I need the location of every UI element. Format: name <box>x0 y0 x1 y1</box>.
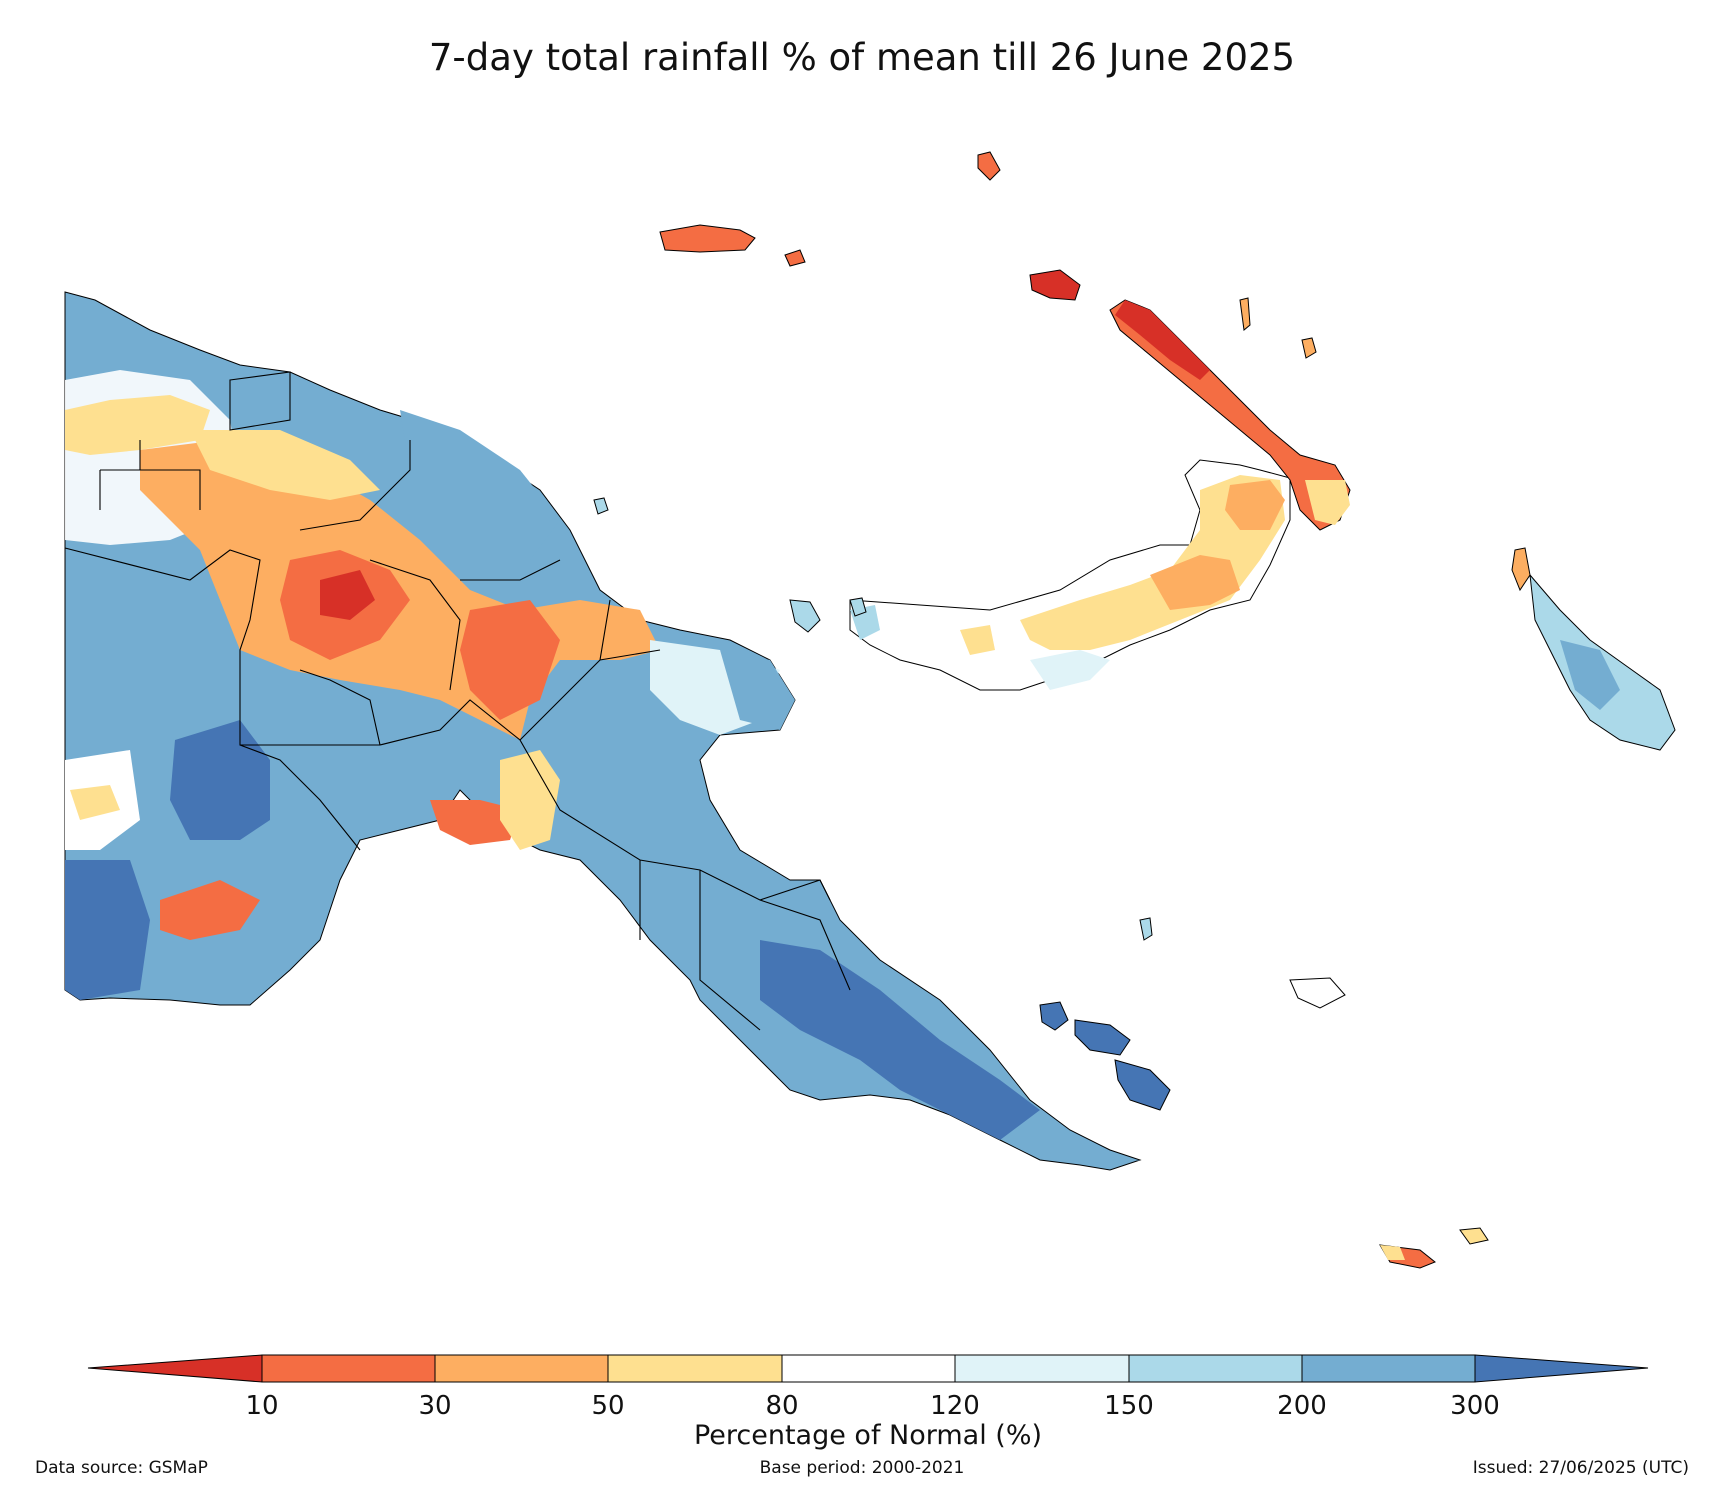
colorbar-tick-120: 120 <box>930 1391 980 1421</box>
gulf-red <box>430 800 520 845</box>
umboi <box>849 597 867 617</box>
new-ireland <box>659 151 1351 531</box>
bougainville-blue <box>1560 640 1620 710</box>
new-britain-yellow <box>1020 475 1285 650</box>
bougainville <box>1511 547 1676 751</box>
new-britain-orange <box>1150 555 1240 610</box>
new-ireland-red <box>1115 300 1210 380</box>
mainland <box>64 291 1142 1171</box>
colorbar-tick-300: 300 <box>1450 1391 1500 1421</box>
island-north-1 <box>977 151 1001 181</box>
new-britain-south-white <box>1030 650 1110 690</box>
mainland-west-yellow <box>65 395 210 455</box>
colorbar-segment-150-200 <box>1128 1354 1303 1383</box>
highlands-core <box>320 570 375 620</box>
new-ireland-yellow <box>1305 480 1350 525</box>
south-blue-core <box>170 720 270 840</box>
colorbar-segment-120-150 <box>954 1354 1130 1383</box>
manus-east <box>784 249 806 267</box>
colorbar-tick-30: 30 <box>418 1391 451 1421</box>
rossel-yellow <box>1380 1245 1405 1260</box>
east-tail-blue <box>760 940 1040 1140</box>
colorbar-tick-80: 80 <box>765 1391 798 1421</box>
lihir <box>1301 337 1317 359</box>
long-island <box>789 599 821 633</box>
new-britain-yellow-patch <box>960 625 995 655</box>
data-source: Data source: GSMaP <box>35 1458 208 1478</box>
normanby <box>1114 1059 1171 1111</box>
north-coast-blue <box>400 410 560 560</box>
map-title: 7-day total rainfall % of mean till 26 J… <box>428 36 1296 79</box>
new-britain-base <box>849 459 1291 691</box>
goodenough <box>1039 1001 1069 1031</box>
province-border <box>64 371 851 1031</box>
colorbar: 10 30 50 80 120 150 200 300 Percentage o… <box>87 1354 1649 1451</box>
colorbar-tick-200: 200 <box>1277 1391 1327 1421</box>
woodlark <box>1289 977 1346 1009</box>
highlands-north-yellow <box>190 430 380 500</box>
colorbar-segment-10-30 <box>261 1354 436 1383</box>
colorbar-extend-high <box>1474 1354 1649 1383</box>
colorbar-segment-80-120 <box>781 1354 956 1383</box>
colorbar-tick-10: 10 <box>245 1391 278 1421</box>
trobriand <box>1139 917 1153 941</box>
southwest-blue <box>65 860 150 1000</box>
new-hanover <box>1029 269 1081 301</box>
fly-delta-orange <box>160 880 260 940</box>
base-period: Base period: 2000-2021 <box>759 1458 965 1478</box>
gulf-yellow <box>500 750 560 850</box>
buka <box>1511 547 1531 592</box>
colorbar-tick-150: 150 <box>1104 1391 1154 1421</box>
colorbar-tick-50: 50 <box>591 1391 624 1421</box>
colorbar-extend-low <box>87 1354 263 1383</box>
madang-blue <box>720 650 795 730</box>
central-red <box>460 600 560 720</box>
south-yellow <box>70 785 120 820</box>
colorbar-segment-200-300 <box>1301 1354 1476 1383</box>
sudest <box>1459 1227 1489 1245</box>
issued-date: Issued: 27/06/2025 (UTC) <box>1472 1458 1689 1478</box>
eastern-islands <box>593 497 1489 1269</box>
new-britain-orange-2 <box>1225 480 1285 530</box>
fergusson <box>1074 1019 1131 1056</box>
colorbar-title: Percentage of Normal (%) <box>694 1420 1042 1451</box>
tabar <box>1239 297 1251 331</box>
manus <box>659 224 756 253</box>
new-britain <box>849 459 1291 691</box>
colorbar-segment-30-50 <box>434 1354 609 1383</box>
karkar <box>593 497 609 515</box>
colorbar-segment-50-80 <box>607 1354 783 1383</box>
